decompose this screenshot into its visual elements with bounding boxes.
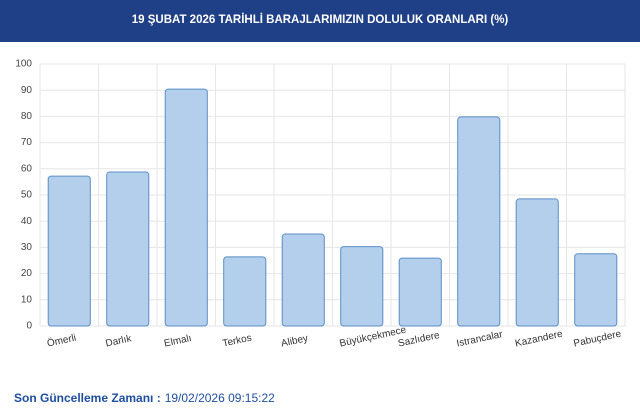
bar: [47, 175, 91, 327]
x-tick-label: Kazandere: [514, 329, 564, 350]
y-tick-label: 70: [21, 137, 33, 148]
y-tick-label: 90: [21, 85, 33, 96]
x-tick-label: Pabuçdere: [573, 329, 623, 350]
y-tick-label: 20: [21, 268, 33, 279]
bar: [223, 256, 267, 327]
bar: [164, 88, 208, 327]
y-tick-label: 100: [15, 59, 32, 70]
footer: Son Güncelleme Zamanı : 19/02/2026 09:15:…: [14, 391, 275, 405]
bar: [515, 198, 559, 327]
x-tick-label: Darlık: [105, 333, 134, 349]
y-tick-label: 50: [21, 190, 33, 201]
y-tick-label: 80: [21, 111, 33, 122]
x-tick-label: Elmalı: [163, 333, 192, 350]
bar: [457, 116, 501, 327]
y-tick-label: 60: [21, 163, 33, 174]
x-tick-label: Alibey: [280, 333, 309, 349]
bar: [398, 257, 442, 327]
y-tick-label: 0: [26, 321, 32, 332]
y-tick-label: 40: [21, 216, 33, 227]
bar: [281, 233, 325, 327]
footer-label: Son Güncelleme Zamanı :: [14, 391, 161, 405]
x-tick-label: Terkos: [222, 333, 253, 350]
x-tick-label: Istrancalar: [456, 329, 505, 350]
bar: [574, 253, 618, 327]
chart-title: 19 ŞUBAT 2026 TARİHLİ BARAJLARIMIZIN DOL…: [132, 13, 509, 26]
footer-value: 19/02/2026 09:15:22: [165, 391, 275, 405]
y-tick-label: 30: [21, 242, 33, 253]
bar: [340, 246, 384, 327]
y-tick-label: 10: [21, 294, 33, 305]
x-tick-label: Büyükçekmece: [339, 325, 408, 350]
x-tick-label: Ömerli: [46, 332, 77, 350]
bar: [106, 171, 150, 327]
header-bar: [0, 0, 640, 42]
